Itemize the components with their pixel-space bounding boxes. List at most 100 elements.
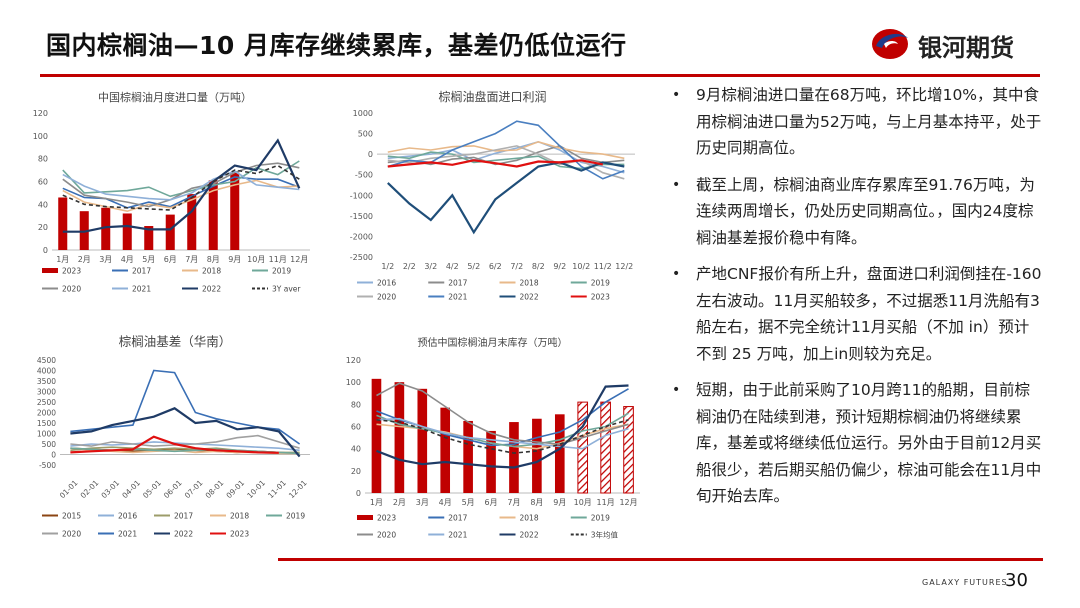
x-tick-label: 05-01 bbox=[141, 478, 163, 500]
series-line-2022 bbox=[376, 384, 629, 469]
commentary-text: 短期，由于此前采购了10月跨11的船期，目前棕榈油仍在陆续到港，预计短期棕榈油仍… bbox=[696, 381, 1042, 505]
y-tick-label: 0 bbox=[43, 246, 48, 255]
x-tick-label: 11月 bbox=[269, 255, 287, 264]
chart-title: 预估中国棕榈油月末库存（万吨） bbox=[418, 336, 568, 349]
series-line-2020 bbox=[70, 434, 300, 449]
x-tick-label: 8月 bbox=[207, 255, 220, 264]
x-tick-label: 8/2 bbox=[532, 262, 545, 271]
x-tick-label: 9月 bbox=[553, 498, 566, 507]
series-line-2022 bbox=[387, 161, 625, 235]
x-tick-label: 08-01 bbox=[204, 478, 226, 500]
legend-label: 3年均值 bbox=[591, 530, 619, 540]
y-tick-label: 80 bbox=[38, 155, 48, 164]
series-line-2018 bbox=[387, 140, 625, 160]
x-tick-label: 03-01 bbox=[99, 478, 121, 500]
x-tick-label: 6/2 bbox=[489, 262, 502, 271]
series-line-2021 bbox=[376, 417, 629, 450]
legend-label: 2021 bbox=[132, 285, 151, 294]
bar-2023 bbox=[394, 382, 405, 493]
y-tick-label: 0 bbox=[368, 150, 373, 159]
legend-label: 2017 bbox=[174, 512, 193, 521]
x-tick-label: 1月 bbox=[370, 498, 383, 507]
x-tick-label: 7/2 bbox=[510, 262, 523, 271]
bar-2023 bbox=[144, 226, 154, 250]
chart-title: 棕榈油盘面进口利润 bbox=[438, 89, 546, 104]
x-tick-label: 2月 bbox=[393, 498, 406, 507]
bar-2023 bbox=[532, 418, 542, 493]
y-tick-label: -2500 bbox=[350, 253, 373, 262]
x-tick-label: 12/2 bbox=[615, 262, 633, 271]
legend-label: 2018 bbox=[202, 267, 221, 276]
commentary-item: • 短期，由于此前采购了10月跨11的船期，目前棕榈油仍在陆续到港，预计短期棕榈油… bbox=[668, 377, 1043, 510]
chart-title: 中国棕榈油月度进口量（万吨） bbox=[98, 90, 252, 104]
series-line-2021 bbox=[70, 369, 301, 445]
y-tick-label: 500 bbox=[358, 130, 373, 139]
x-tick-label: 12月 bbox=[290, 255, 308, 264]
y-tick-label: 1500 bbox=[37, 419, 56, 428]
x-tick-label: 12-01 bbox=[287, 478, 309, 500]
y-tick-label: -2000 bbox=[350, 232, 373, 241]
bar-2023 bbox=[230, 172, 240, 250]
bar-2023 bbox=[165, 214, 175, 250]
x-tick-label: 3月 bbox=[416, 498, 429, 507]
legend-label: 2019 bbox=[591, 279, 610, 288]
legend-swatch bbox=[42, 268, 58, 273]
y-tick-label: 4500 bbox=[37, 356, 56, 365]
x-tick-label: 06-01 bbox=[162, 478, 184, 500]
legend-label: 2017 bbox=[132, 267, 151, 276]
legend-label: 2019 bbox=[591, 514, 610, 523]
y-tick-label: 60 bbox=[351, 423, 361, 432]
y-tick-label: -500 bbox=[39, 461, 56, 470]
bar-2023 bbox=[417, 388, 428, 493]
commentary-item: • 产地CNF报价有所上升，盘面进口利润倒挂在-160左右波动。11月买船较多，不… bbox=[668, 261, 1043, 367]
x-tick-label: 4月 bbox=[439, 498, 452, 507]
legend-label: 2019 bbox=[286, 512, 305, 521]
y-tick-label: 0 bbox=[356, 489, 361, 498]
series-line-2023 bbox=[387, 159, 604, 168]
bullet-mark: • bbox=[672, 266, 681, 282]
x-tick-label: 5/2 bbox=[467, 262, 480, 271]
bullet-mark: • bbox=[672, 87, 681, 103]
legend-label: 2023 bbox=[377, 514, 396, 523]
x-tick-label: 9月 bbox=[228, 255, 241, 264]
legend-label: 2021 bbox=[448, 531, 467, 540]
y-tick-label: 2500 bbox=[37, 398, 56, 407]
logo-text: 银河期货 bbox=[918, 34, 1014, 62]
y-tick-label: 60 bbox=[38, 178, 48, 187]
legend-label: 2020 bbox=[377, 293, 396, 302]
page-title: 国内棕榈油—10 月库存继续累库，基差仍低位运行 bbox=[46, 31, 627, 60]
legend-label: 2023 bbox=[230, 530, 249, 539]
x-tick-label: 3/2 bbox=[424, 262, 437, 271]
y-tick-label: 120 bbox=[33, 109, 48, 118]
legend-label: 2017 bbox=[448, 514, 467, 523]
x-tick-label: 1/2 bbox=[381, 262, 394, 271]
y-tick-label: 2000 bbox=[37, 409, 56, 418]
legend-label: 2015 bbox=[62, 512, 81, 521]
y-tick-label: 100 bbox=[346, 378, 361, 387]
series-line-2023 bbox=[70, 435, 279, 454]
bar-2023 bbox=[554, 414, 565, 493]
y-tick-label: -1500 bbox=[350, 212, 373, 221]
legend-label: 2022 bbox=[520, 531, 539, 540]
series-line-2022 bbox=[62, 138, 301, 233]
x-tick-label: 5月 bbox=[142, 255, 155, 264]
footer-divider bbox=[278, 558, 1043, 561]
bar-2023 bbox=[101, 207, 111, 250]
chart-title: 棕榈油基差（华南） bbox=[119, 334, 232, 349]
y-tick-label: 3000 bbox=[37, 388, 56, 397]
legend-label: 2020 bbox=[62, 285, 81, 294]
x-tick-label: 02-01 bbox=[79, 478, 101, 500]
y-tick-label: 3500 bbox=[37, 377, 56, 386]
x-tick-label: 3月 bbox=[99, 255, 112, 264]
bar-2023 bbox=[600, 401, 611, 494]
x-tick-label: 2月 bbox=[78, 255, 91, 264]
commentary-text: 产地CNF报价有所上升，盘面进口利润倒挂在-160左右波动。11月买船较多，不过… bbox=[696, 265, 1042, 363]
y-tick-label: 20 bbox=[38, 223, 48, 232]
x-tick-label: 4/2 bbox=[446, 262, 459, 271]
bar-2023 bbox=[208, 180, 218, 250]
x-tick-label: 01-01 bbox=[58, 478, 80, 500]
y-tick-label: 500 bbox=[42, 440, 57, 449]
x-tick-label: 6月 bbox=[484, 498, 497, 507]
legend-label: 2023 bbox=[62, 267, 81, 276]
y-tick-label: 40 bbox=[38, 200, 48, 209]
